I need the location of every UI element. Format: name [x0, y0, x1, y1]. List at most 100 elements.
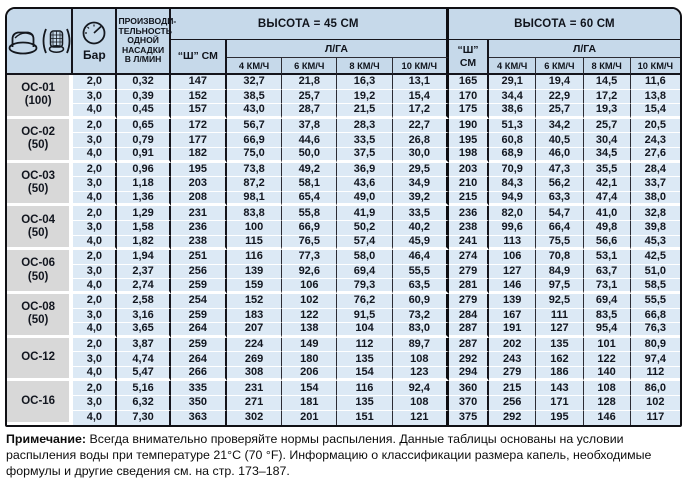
- data-cell: 53,1: [583, 250, 631, 265]
- data-cell: 203: [448, 162, 490, 178]
- data-cell: 28,7: [282, 104, 338, 119]
- data-cell: 259: [170, 308, 227, 324]
- data-cell: 63,5: [392, 279, 449, 294]
- data-cell: 28,4: [630, 162, 680, 178]
- data-cell: 284: [448, 308, 490, 324]
- data-cell: 279: [489, 366, 537, 382]
- data-cell: 79,3: [337, 279, 393, 294]
- data-cell: 69,4: [337, 264, 393, 280]
- data-cell: 0,91: [117, 147, 171, 163]
- data-cell: 181: [282, 396, 338, 411]
- data-cell: 1,36: [117, 191, 171, 207]
- speed-45-6-header: 6 КМ/Ч: [282, 58, 338, 75]
- data-cell: 43,0: [226, 104, 283, 119]
- flat-fan-nozzle-icon: [7, 26, 40, 56]
- data-cell: 287: [448, 337, 490, 353]
- data-cell: 2,0: [73, 293, 118, 309]
- data-cell: 34,4: [489, 89, 537, 105]
- table-row: ОС-03 (50) 2,0 0,96 195 73,8 49,2 36,9 29,5 203 70…: [7, 162, 680, 207]
- table-row: 4,0 5,47 266 308 206 154 123 294 279 186 140 112: [7, 366, 680, 382]
- data-cell: 25,7: [536, 104, 584, 119]
- data-cell: 5,16: [117, 381, 171, 397]
- table-row: 4,0 3,65 264 207 138 104 83,0 287 191 127 95,4 76,3: [7, 323, 680, 338]
- data-cell: 279: [448, 264, 490, 280]
- data-cell: 116: [226, 250, 283, 265]
- table-row: 3,0 1,58 236 100 66,9 50,2 40,2 238 99,6 66,4 49,8…: [7, 220, 680, 236]
- data-cell: 41,0: [583, 206, 631, 221]
- data-cell: 206: [282, 366, 338, 382]
- data-cell: 20,5: [630, 118, 680, 134]
- data-cell: 2,58: [117, 293, 171, 309]
- rate-45-header: Л/ГА: [226, 40, 449, 58]
- data-cell: 34,2: [536, 118, 584, 134]
- table-row: 3,0 1,18 203 87,2 58,1 43,6 34,9 210 84,3 56,2 42,…: [7, 177, 680, 192]
- footnote-label: Примечание:: [6, 432, 87, 447]
- data-cell: 112: [337, 337, 393, 353]
- table-row: ОС-16 2,0 5,16 335 231 154 116 92,4 360 215 143 108…: [7, 381, 680, 426]
- data-cell: 224: [226, 337, 283, 353]
- data-cell: 63,3: [536, 191, 584, 207]
- table-row: 3,0 0,39 152 38,5 25,7 19,2 15,4 170 34,4 22,9 17,…: [7, 89, 680, 105]
- data-cell: 66,4: [536, 220, 584, 236]
- data-cell: 38,6: [489, 104, 537, 119]
- data-cell: 139: [489, 293, 537, 309]
- data-cell: 152: [226, 293, 283, 309]
- data-cell: 195: [536, 410, 584, 426]
- data-cell: 146: [583, 410, 631, 426]
- data-cell: 43,6: [337, 177, 393, 192]
- data-cell: 1,29: [117, 206, 171, 221]
- model-cell: ОС-02 (50): [7, 118, 74, 163]
- data-cell: 152: [170, 89, 227, 105]
- data-cell: 157: [170, 104, 227, 119]
- data-cell: 149: [282, 337, 338, 353]
- width-45-header: “Ш” СМ: [170, 40, 227, 75]
- data-cell: 49,2: [282, 162, 338, 178]
- data-cell: 241: [448, 235, 490, 251]
- data-cell: 87,2: [226, 177, 283, 192]
- data-cell: 75,0: [226, 147, 283, 163]
- data-cell: 82,0: [489, 206, 537, 221]
- data-cell: 135: [337, 396, 393, 411]
- data-cell: 108: [583, 381, 631, 397]
- data-cell: 182: [170, 147, 227, 163]
- data-cell: 104: [337, 323, 393, 338]
- footnote: Примечание: Всегда внимательно проверяйт…: [6, 432, 681, 479]
- data-cell: 2,0: [73, 206, 118, 221]
- data-cell: 1,82: [117, 235, 171, 251]
- data-cell: 47,3: [536, 162, 584, 178]
- data-cell: 113: [489, 235, 537, 251]
- data-cell: 106: [282, 279, 338, 294]
- data-cell: 106: [489, 250, 537, 265]
- data-cell: 58,1: [282, 177, 338, 192]
- speed-45-10-header: 10 КМ/Ч: [392, 58, 449, 75]
- data-cell: 154: [337, 366, 393, 382]
- data-cell: 28,3: [337, 118, 393, 134]
- data-cell: 108: [392, 396, 449, 411]
- data-cell: 89,7: [392, 337, 449, 353]
- flow-column-header: ПРОИЗВОДИ-ТЕЛЬНОСТЬ ОДНОЙ НАСАДКИ В Л/МИ…: [117, 9, 176, 75]
- data-cell: 69,4: [583, 293, 631, 309]
- data-cell: 0,39: [117, 89, 171, 105]
- data-cell: 147: [170, 75, 227, 90]
- data-cell: 19,2: [337, 89, 393, 105]
- model-cell: ОС-08 (50): [7, 293, 74, 338]
- data-cell: 151: [337, 410, 393, 426]
- data-cell: 135: [337, 352, 393, 367]
- data-cell: 0,79: [117, 133, 171, 148]
- data-cell: 2,0: [73, 250, 118, 265]
- data-cell: 5,47: [117, 366, 171, 382]
- data-cell: 2,74: [117, 279, 171, 294]
- data-cell: 3,0: [73, 133, 118, 148]
- data-cell: 215: [448, 191, 490, 207]
- data-cell: 0,65: [117, 118, 171, 134]
- data-cell: 66,9: [282, 220, 338, 236]
- data-cell: 65,4: [282, 191, 338, 207]
- table-row: ОС-01 (100) 2,0 0,32 147 32,7 21,8 16,3 13,1 165 2…: [7, 75, 680, 119]
- data-cell: 112: [630, 366, 680, 382]
- data-cell: 32,8: [630, 206, 680, 221]
- data-cell: 49,0: [337, 191, 393, 207]
- data-cell: 27,6: [630, 147, 680, 163]
- data-cell: 195: [448, 133, 490, 148]
- data-cell: 99,6: [489, 220, 537, 236]
- data-cell: 269: [226, 352, 283, 367]
